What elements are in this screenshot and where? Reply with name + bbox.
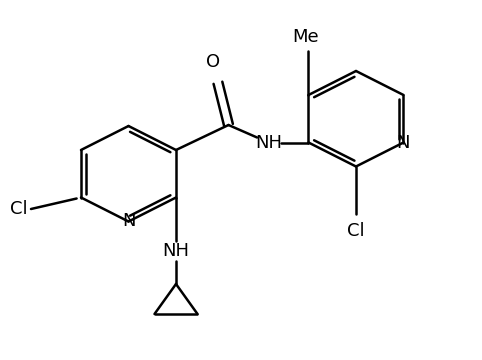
Text: O: O <box>206 53 221 71</box>
Text: N: N <box>397 134 410 152</box>
Text: NH: NH <box>255 134 282 152</box>
Text: Cl: Cl <box>347 221 365 239</box>
Text: Cl: Cl <box>10 200 27 218</box>
Text: NH: NH <box>162 242 189 260</box>
Text: N: N <box>122 212 135 230</box>
Text: Me: Me <box>293 28 319 46</box>
